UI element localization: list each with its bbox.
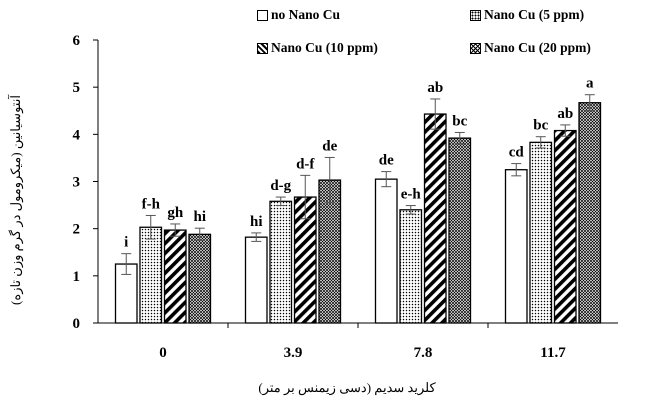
legend-item-nano-cu-5: Nano Cu (5 ppm): [470, 7, 584, 23]
bar: [269, 200, 293, 324]
bar: [423, 113, 447, 324]
bar: [244, 236, 268, 324]
bar: [188, 233, 212, 324]
significance-letter: ab: [427, 80, 443, 96]
significance-letter: bc: [452, 113, 467, 129]
y-tick-label: 0: [73, 316, 81, 332]
y-axis-label: آنتوسیانین (میکرومول در گرم وزن تازه): [8, 95, 23, 305]
legend-swatch-diagonal: [257, 42, 268, 54]
significance-letter: d-f: [296, 156, 315, 172]
y-tick-label: 3: [73, 175, 81, 191]
significance-letter: de: [379, 153, 394, 169]
significance-letter: hi: [193, 209, 206, 225]
y-tick-label: 4: [73, 127, 81, 143]
bar: [553, 129, 577, 324]
bar: [139, 226, 163, 324]
y-tick-label: 5: [73, 80, 81, 96]
significance-letter: a: [586, 76, 594, 92]
legend-swatch-dots: [470, 9, 481, 21]
y-tick-label: 1: [73, 269, 81, 285]
significance-letter: i: [124, 235, 128, 251]
bar: [374, 178, 398, 324]
legend-item-nano-cu-10: Nano Cu (10 ppm): [257, 40, 378, 56]
significance-letter: ab: [557, 106, 573, 122]
significance-letter: bc: [533, 118, 548, 134]
significance-letter: cd: [509, 145, 525, 161]
x-tick-label: 7.8: [414, 345, 433, 361]
x-tick-label: 11.7: [540, 345, 566, 361]
significance-letter: de: [322, 138, 337, 154]
significance-letter: f-h: [142, 196, 161, 212]
legend-swatch-plain: [257, 9, 268, 21]
significance-letter: hi: [250, 214, 263, 230]
legend-label: Nano Cu (5 ppm): [484, 7, 585, 22]
x-tick-label: 3.9: [284, 345, 303, 361]
significance-letter: e-h: [401, 187, 422, 203]
x-tick-label: 0: [159, 345, 167, 361]
bar: [529, 141, 553, 324]
x-axis-label: کلرید سدیم (دسی زیمنس بر متر): [258, 380, 436, 395]
bar: [504, 169, 528, 324]
significance-letter: gh: [167, 205, 184, 221]
legend-item-nano-cu-20: Nano Cu (20 ppm): [470, 40, 591, 56]
legend-swatch-crosshatch: [470, 42, 481, 54]
legend-label: no Nano Cu: [271, 7, 341, 22]
bar: [448, 137, 472, 324]
y-tick-label: 2: [73, 222, 81, 238]
legend-label: Nano Cu (10 ppm): [271, 40, 378, 55]
significance-letter: d-g: [270, 178, 291, 194]
y-tick-label: 6: [73, 33, 81, 49]
legend-label: Nano Cu (20 ppm): [484, 40, 591, 55]
legend-item-no-nano-cu: no Nano Cu: [257, 7, 340, 23]
bar: [163, 229, 187, 324]
bar: [399, 209, 423, 324]
bar: [578, 102, 602, 324]
